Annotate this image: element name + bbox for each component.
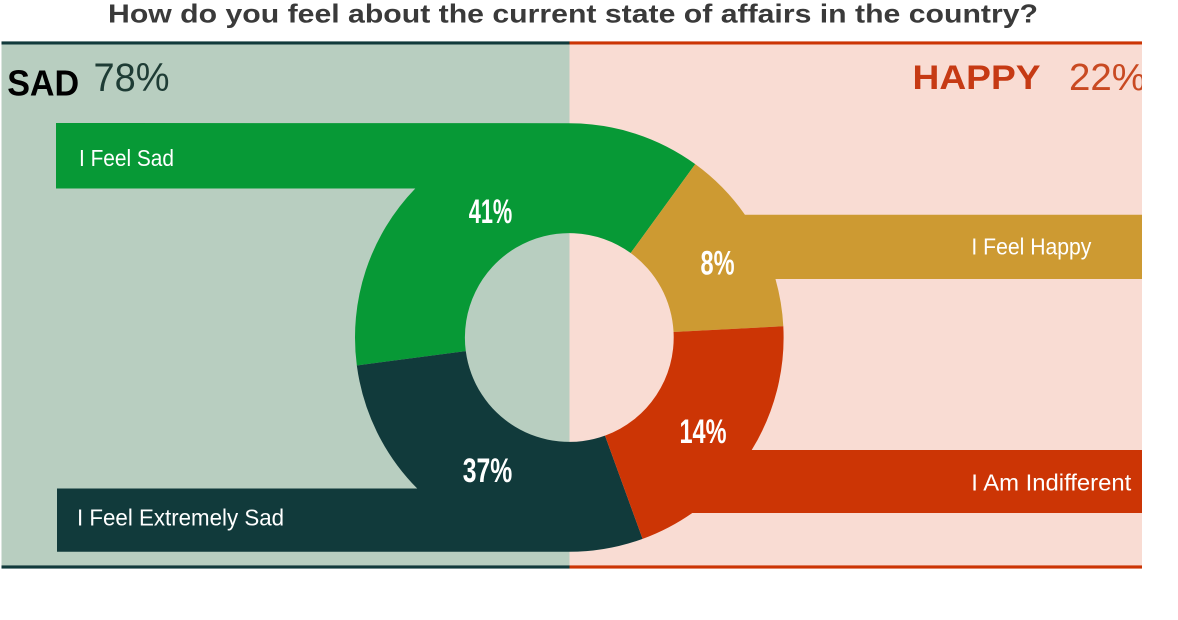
bottom-border-left <box>1 565 570 569</box>
ribbon-label-i-feel-happy: I Feel Happy <box>971 234 1091 260</box>
segment-i-feel-extremely-sad <box>57 351 643 552</box>
top-border-right <box>569 41 1142 45</box>
bottom-border-right <box>569 565 1142 569</box>
ribbon-label-i-feel-sad: I Feel Sad <box>79 145 174 171</box>
top-border-left <box>1 41 570 45</box>
pct-label-i-feel-sad: 41% <box>469 193 513 231</box>
ribbon-label-i-am-indifferent: I Am Indifferent <box>971 470 1132 496</box>
pct-label-i-feel-extremely-sad: 37% <box>463 452 513 490</box>
segment-i-feel-happy <box>630 164 1142 333</box>
segment-i-feel-sad <box>56 123 696 366</box>
happy-group-label: HAPPY <box>913 59 1041 97</box>
right-crop-strip <box>1142 0 1178 620</box>
ribbon-label-i-feel-extremely-sad: I Feel Extremely Sad <box>77 505 284 531</box>
sad-group-value: 78% <box>94 56 170 100</box>
chart-title: How do you feel about the current state … <box>108 0 1038 29</box>
bottom-crop-strip <box>0 568 1178 620</box>
pct-label-i-feel-happy: 8% <box>701 245 735 283</box>
happy-group-value: 22% <box>1069 57 1146 99</box>
pct-label-i-am-indifferent: 14% <box>680 413 727 451</box>
segment-i-am-indifferent <box>605 326 1142 539</box>
sad-group-label: SAD <box>7 63 79 104</box>
